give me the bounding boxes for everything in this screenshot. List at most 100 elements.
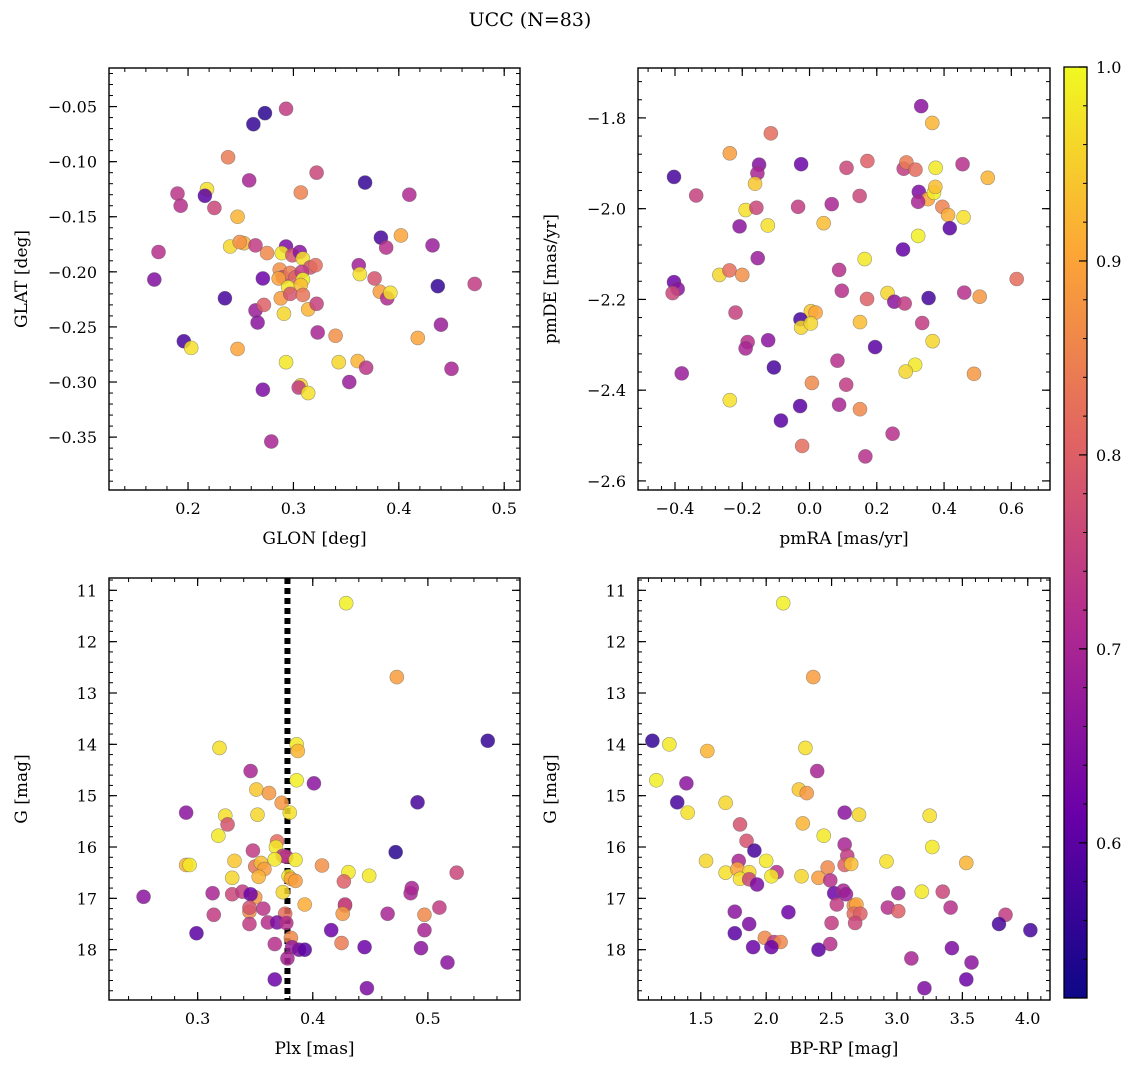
y-tick-label: −0.35 <box>48 428 97 447</box>
data-point <box>679 776 694 791</box>
x-tick-label: 0.4 <box>386 499 411 518</box>
data-point <box>867 339 883 355</box>
data-point <box>388 844 403 860</box>
data-point <box>794 438 810 454</box>
data-point <box>383 285 398 301</box>
data-point <box>958 972 974 987</box>
y-tick-label: 17 <box>77 889 97 908</box>
data-point <box>928 179 943 195</box>
x-tick-label: 0.4 <box>931 499 956 518</box>
data-point <box>830 353 845 368</box>
data-point <box>925 333 940 349</box>
data-point <box>205 885 220 901</box>
data-point <box>417 907 432 923</box>
data-point <box>300 385 316 401</box>
data-point <box>852 314 868 330</box>
data-point <box>928 160 943 176</box>
data-point <box>276 306 292 322</box>
data-point <box>890 903 906 919</box>
y-tick-label: −2.0 <box>587 200 626 219</box>
data-point <box>890 885 906 901</box>
data-point <box>242 900 257 915</box>
x-tick-label: 3.0 <box>884 1009 909 1028</box>
data-point <box>799 785 815 801</box>
data-point <box>732 219 747 234</box>
data-point <box>727 925 743 941</box>
data-point <box>151 244 166 260</box>
data-point <box>942 220 958 236</box>
data-point <box>822 873 838 888</box>
y-tick-label: −2.4 <box>587 381 626 400</box>
data-point <box>943 900 958 915</box>
data-point <box>935 884 951 899</box>
data-point <box>410 795 425 810</box>
data-point <box>295 287 311 303</box>
data-point <box>310 325 325 340</box>
data-point <box>293 185 309 200</box>
data-point <box>852 401 868 417</box>
scatter-points <box>147 101 482 449</box>
data-point <box>249 782 264 797</box>
data-point <box>245 843 261 858</box>
data-point <box>323 922 339 938</box>
y-tick-label: 13 <box>77 684 97 703</box>
data-point <box>173 198 188 214</box>
data-point <box>267 972 283 987</box>
y-tick-label: 16 <box>77 838 97 857</box>
scatter-points <box>665 98 1025 464</box>
panel-plx-g: 0.3 0.4 0.5 11 12 13 14 15 16 17 18 Plx [mas] G [mag… <box>12 577 521 1059</box>
data-point <box>275 884 291 900</box>
x-tick-label: 0.3 <box>281 499 306 518</box>
data-point <box>289 772 304 788</box>
data-point <box>282 286 298 302</box>
data-point <box>278 101 294 117</box>
data-point <box>793 156 809 172</box>
data-point <box>440 955 455 970</box>
data-point <box>480 733 496 749</box>
data-point <box>917 980 932 996</box>
data-point <box>745 939 761 955</box>
data-point <box>257 105 273 121</box>
y-tick-label: −0.05 <box>48 98 97 117</box>
data-point <box>718 795 733 811</box>
data-point <box>831 262 847 278</box>
x-tick-label: 0.5 <box>491 499 516 518</box>
data-point <box>261 785 277 801</box>
data-point <box>250 315 265 330</box>
data-point <box>805 669 821 685</box>
scatter-points <box>645 595 1038 996</box>
data-point <box>922 808 937 823</box>
data-point <box>335 906 351 922</box>
x-tick-label: 0.3 <box>185 1009 210 1028</box>
data-point <box>288 873 303 889</box>
data-point <box>980 170 996 186</box>
data-point <box>288 852 303 868</box>
x-tick-label: −0.4 <box>656 499 695 518</box>
data-point <box>804 375 820 391</box>
data-point <box>361 868 377 884</box>
data-point <box>924 115 940 131</box>
data-point <box>750 250 766 266</box>
axes-frame <box>108 577 521 1001</box>
data-point <box>297 942 313 957</box>
data-point <box>794 868 809 884</box>
data-point <box>404 880 420 896</box>
data-point <box>328 328 343 344</box>
data-point <box>897 296 913 311</box>
data-point <box>921 290 936 306</box>
data-point <box>220 817 235 832</box>
data-point <box>278 915 294 931</box>
y-tick-label: 13 <box>606 684 626 703</box>
data-point <box>741 916 757 932</box>
data-point <box>972 289 988 304</box>
panel-bprp-g: 1.5 2.0 2.5 3.0 3.5 4.0 11 12 13 14 15 16 17 18 BP-RP … <box>541 577 1051 1059</box>
data-point <box>811 942 826 957</box>
data-point <box>913 98 929 114</box>
data-point <box>838 377 854 393</box>
data-point <box>991 916 1007 932</box>
data-point <box>410 330 426 346</box>
y-tick-label: 15 <box>77 787 97 806</box>
data-point <box>764 939 779 955</box>
data-point <box>914 884 930 899</box>
